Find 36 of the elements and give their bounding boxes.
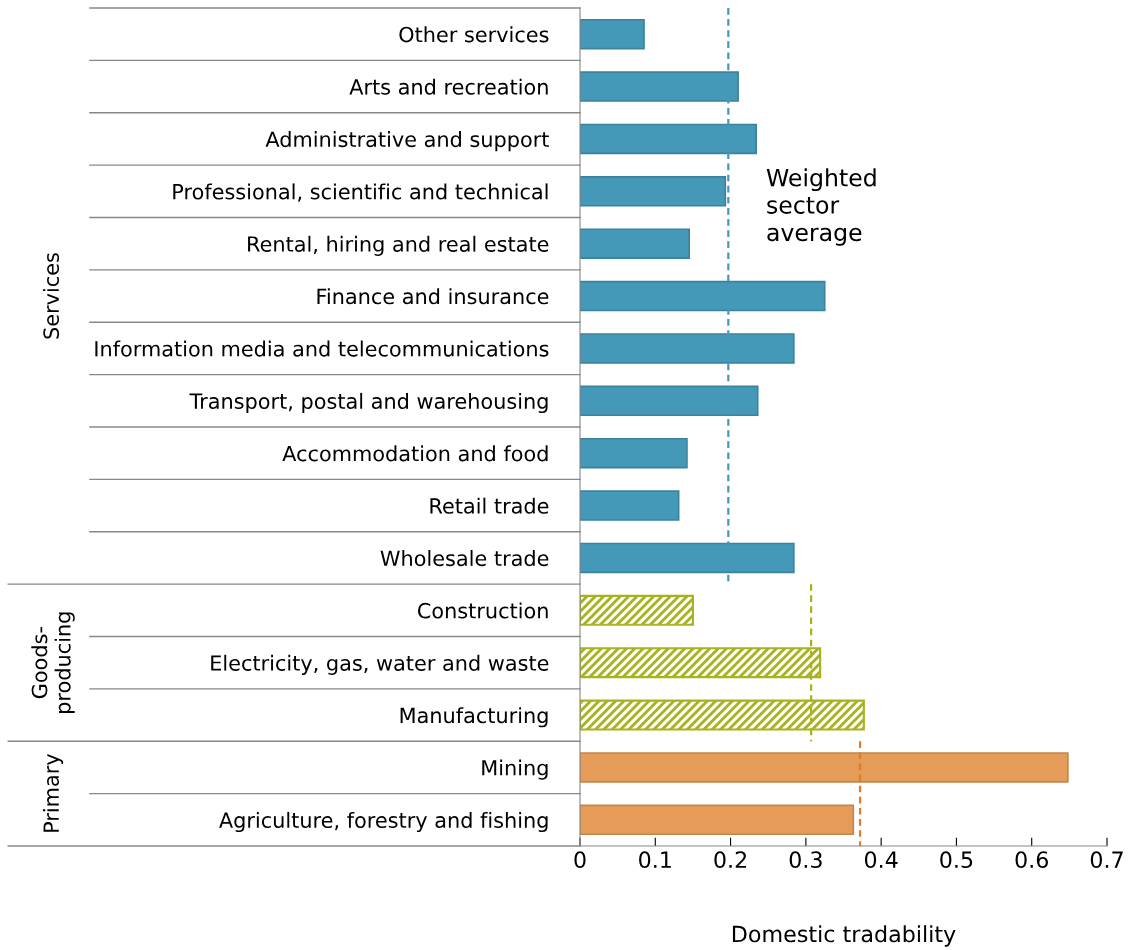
bar bbox=[580, 752, 1069, 783]
y-tick-label: Accommodation and food bbox=[282, 445, 548, 462]
x-tick-label: 0.1 bbox=[639, 851, 671, 869]
y-tick-label: Manufacturing bbox=[400, 707, 548, 728]
x-tick-label: 0 bbox=[574, 851, 586, 869]
y-tick-label: Agriculture, forestry and fishing bbox=[219, 811, 548, 833]
bar bbox=[580, 18, 645, 50]
y-tick-label: Mining bbox=[482, 759, 548, 780]
y-tick-label: Electricity, gas, water and waste bbox=[211, 654, 549, 675]
y-tick-label: Transport, postal and warehousing bbox=[189, 392, 548, 414]
x-tick-label: 0.3 bbox=[789, 851, 822, 869]
y-tick-label: Finance and insurance bbox=[317, 288, 549, 305]
x-tick-label: 0.4 bbox=[864, 851, 898, 869]
y-tick-label: Rental, hiring and real estate bbox=[248, 235, 549, 256]
y-tick-label: Administrative and support bbox=[265, 131, 549, 152]
y-tick-label: Wholesale trade bbox=[380, 550, 549, 567]
x-tick-label: 0.2 bbox=[714, 851, 747, 869]
bar bbox=[580, 490, 680, 521]
bar bbox=[580, 594, 694, 626]
text: Services bbox=[42, 253, 60, 339]
x-tick-label: 0.7 bbox=[1090, 851, 1123, 869]
y-tick-label: Arts and recreation bbox=[349, 78, 548, 95]
text: Primary bbox=[42, 753, 64, 832]
bar bbox=[580, 228, 690, 259]
bar bbox=[580, 437, 688, 469]
ref-line-label: Weighted sector average bbox=[766, 168, 876, 246]
x-tick-label: 0.6 bbox=[1015, 851, 1048, 869]
x-axis-title: Domestic tradability bbox=[732, 925, 956, 947]
bar bbox=[580, 804, 855, 836]
text: Goods-producing bbox=[31, 612, 75, 713]
y-tick-label: Professional, scientific and technical bbox=[173, 183, 548, 202]
y-tick-label: Retail trade bbox=[430, 497, 549, 514]
y-tick-label: Other services bbox=[399, 26, 549, 43]
x-tick-label: 0.5 bbox=[940, 851, 973, 869]
y-tick-label: Construction bbox=[417, 602, 548, 619]
y-tick-label: Information media and telecommunications bbox=[95, 340, 549, 357]
